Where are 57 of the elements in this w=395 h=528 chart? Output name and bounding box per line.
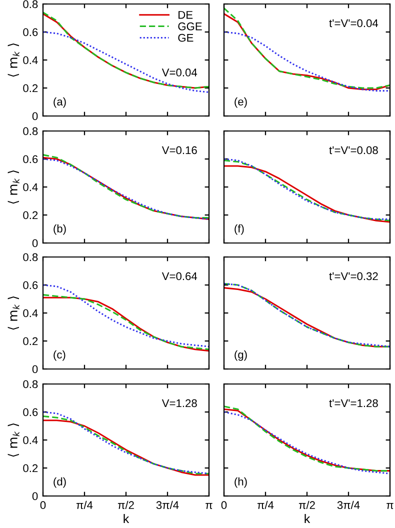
y-tick-label: 0.4	[23, 436, 38, 444]
y-tick-label: 0.8	[23, 127, 38, 136]
x-tick-label: 0	[40, 501, 46, 510]
y-tick-label: 0.6	[23, 281, 38, 290]
x-axis-title: k	[304, 514, 310, 524]
line-series	[43, 284, 209, 348]
x-tick-label: π/4	[257, 500, 274, 510]
y-tick-label: 0.8	[23, 253, 38, 262]
x-tick-label: 3π/4	[337, 500, 360, 510]
y-tick-label: 0	[32, 365, 38, 374]
annotation: (g)	[234, 350, 247, 361]
annotation: (b)	[54, 224, 66, 235]
y-tick-label: 0.8	[23, 380, 38, 388]
y-tick-label: 0.4	[23, 183, 38, 192]
y-tick-label: 0.2	[23, 211, 38, 220]
x-tick-label: 0	[221, 501, 227, 510]
annotation: t'=V'=0.04	[329, 19, 378, 28]
annotation: (d)	[54, 477, 66, 488]
annotation: V=0.16	[162, 146, 197, 154]
x-tick-label: π	[386, 503, 394, 510]
y-tick-label: 0.2	[23, 337, 38, 346]
y-tick-label: 0.6	[23, 28, 38, 36]
annotation: (a)	[54, 97, 66, 108]
y-tick-label: 0.2	[23, 84, 38, 92]
annotation: (c)	[54, 350, 66, 361]
annotation: (f)	[234, 224, 244, 235]
y-tick-label: 0.4	[23, 309, 38, 318]
y-axis-title: ⟨ m$_{k}$ ⟩	[8, 296, 20, 330]
y-tick-label: 0	[32, 239, 38, 248]
y-tick-label: 0	[32, 112, 38, 120]
x-tick-label: π/4	[76, 500, 93, 510]
y-tick-label: 0.2	[23, 464, 38, 472]
y-tick-label: 0.6	[23, 155, 38, 164]
y-tick-label: 0.6	[23, 408, 38, 416]
annotation: V=0.04	[162, 68, 198, 76]
annotation: V=0.64	[162, 272, 198, 280]
x-tick-label: π/2	[298, 500, 315, 510]
annotation: (h)	[234, 477, 247, 488]
legend-label: GGE	[178, 22, 202, 30]
legend-label: GE	[178, 34, 194, 42]
x-tick-label: 3π/4	[156, 500, 179, 510]
y-axis-title: ⟨ m$_{k}$ ⟩	[8, 423, 20, 457]
legend-label: DE	[178, 11, 193, 19]
x-tick-label: π/2	[118, 500, 134, 510]
annotation: t'=V'=0.08	[329, 146, 378, 154]
y-axis-title: ⟨ m$_{k}$ ⟩	[8, 170, 20, 204]
y-tick-label: 0.4	[23, 56, 38, 64]
y-tick-label: 0	[32, 492, 38, 500]
x-tick-label: π	[206, 503, 212, 510]
y-tick-label: 0.8	[23, 0, 38, 8]
annotation: V=1.28	[162, 399, 197, 408]
annotation: t'=V'=1.28	[329, 399, 378, 408]
annotation: t'=V'=0.32	[329, 272, 378, 280]
annotation: (e)	[234, 97, 247, 108]
x-axis-title: k	[124, 514, 130, 524]
y-axis-title: ⟨ m$_{k}$ ⟩	[8, 43, 20, 77]
line-series	[43, 31, 209, 93]
